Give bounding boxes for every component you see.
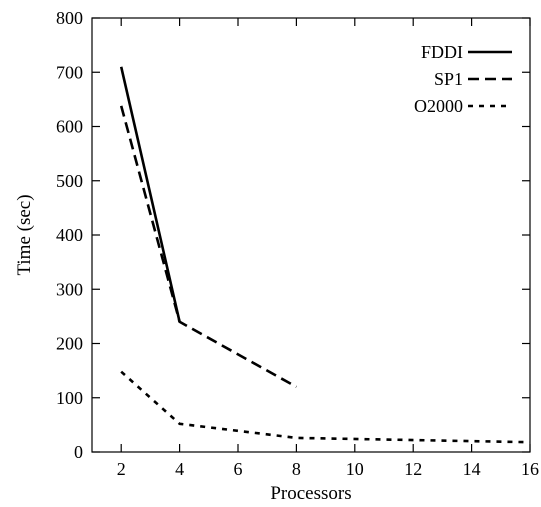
- plot-frame: [91, 17, 531, 453]
- series-line-o2000: [120, 370, 531, 444]
- y-axis-title: Time (sec): [14, 194, 35, 275]
- x-tick-label: 10: [346, 459, 364, 479]
- y-tick-label: 800: [56, 8, 83, 28]
- x-tick-label: 6: [234, 459, 243, 479]
- series-line-sp1: [119, 105, 298, 389]
- plot-series: [119, 66, 531, 444]
- x-tick-label: 2: [117, 459, 126, 479]
- y-tick-label: 400: [56, 225, 83, 245]
- legend: FDDI SP1 O2000: [414, 42, 512, 116]
- axes: 2 4 6 8 10 12 14 16 0 100 200 300 400 500 600 700 800: [56, 8, 539, 479]
- x-tick-label: 8: [292, 459, 301, 479]
- y-tick-label: 100: [56, 388, 83, 408]
- y-tick-label: 200: [56, 334, 83, 354]
- legend-label-sp1: SP1: [434, 69, 463, 89]
- legend-label-o2000: O2000: [414, 96, 463, 116]
- x-tick-label: 16: [521, 459, 539, 479]
- x-tick-label: 14: [463, 459, 481, 479]
- y-tick-label: 700: [56, 62, 83, 82]
- x-tick-label: 12: [404, 459, 422, 479]
- y-tick-label: 300: [56, 279, 83, 299]
- y-tick-label: 500: [56, 171, 83, 191]
- y-tick-label: 0: [74, 442, 83, 462]
- series-line-fddi: [119, 66, 181, 323]
- legend-label-fddi: FDDI: [421, 42, 463, 62]
- y-tick-label: 600: [56, 117, 83, 137]
- x-axis-title: Processors: [270, 483, 351, 504]
- x-tick-label: 4: [175, 459, 184, 479]
